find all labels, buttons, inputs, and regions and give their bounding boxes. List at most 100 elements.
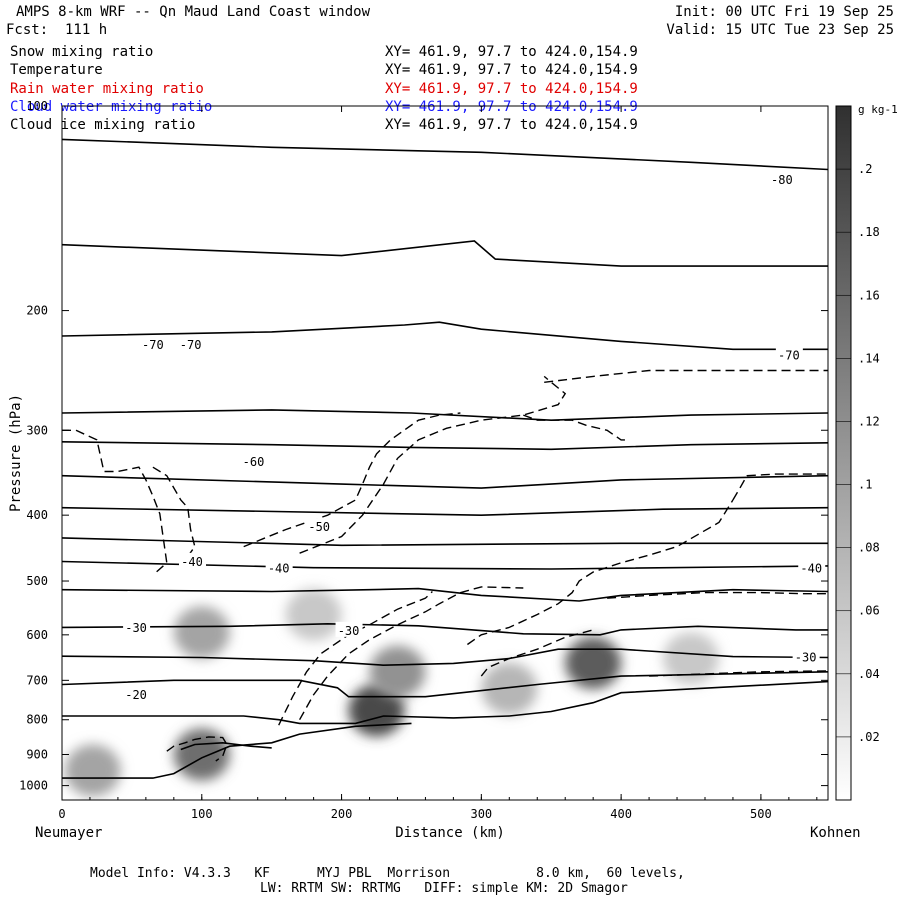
isotherm-12 — [62, 671, 828, 698]
cloud-ice-contours-layer — [62, 369, 828, 762]
y-tick-label-7: 800 — [26, 713, 48, 727]
colorbar-unit: g kg-1 — [858, 103, 898, 116]
snow-blob-3 — [369, 645, 426, 698]
y-tick-label-9: 1000 — [19, 779, 48, 793]
colorbar-tick-label-0: .02 — [858, 730, 880, 744]
y-tick-label-3: 400 — [26, 508, 48, 522]
contour-label-5: -50 — [308, 520, 330, 534]
cloud-ice-contour-4 — [523, 414, 629, 441]
isotherm-14 — [62, 722, 412, 779]
snow-blob-6 — [173, 728, 230, 781]
contour-label-bg-11 — [792, 648, 820, 664]
snow-blob-0 — [173, 606, 230, 659]
field-rain-name: Rain water mixing ratio — [10, 81, 204, 97]
snow-shading-layer — [64, 588, 720, 797]
isotherm-13 — [62, 680, 828, 725]
contour-label-12: -20 — [125, 688, 147, 702]
isotherm-3 — [62, 409, 828, 422]
isotherm-9 — [62, 587, 828, 602]
plot-frame — [61, 105, 829, 801]
x-tick-label-3: 300 — [470, 807, 492, 821]
isotherm-1 — [62, 240, 828, 267]
isotherm-7 — [62, 537, 828, 547]
contour-label-bg-4 — [240, 453, 268, 469]
contour-label-bg-12 — [123, 685, 151, 701]
colorbar-tick-label-6: .14 — [858, 351, 880, 365]
isotherm-5 — [62, 474, 828, 489]
x-axis: 0 100 200 300 400 500 — [58, 106, 818, 821]
model-info-line2: LW: RRTM SW: RRTMG DIFF: simple KM: 2D S… — [260, 881, 628, 896]
cloud-ice-contour-2 — [299, 375, 567, 554]
colorbar-tick-label-7: .16 — [858, 288, 880, 302]
field-temperature-xy: XY= 461.9, 97.7 to 424.0,154.9 — [385, 62, 638, 78]
contour-label-bg-5 — [306, 518, 334, 534]
cloud-ice-contour-9 — [480, 629, 594, 677]
contour-label-0: -80 — [771, 173, 793, 187]
isotherm-4 — [62, 441, 828, 451]
contour-label-9: -30 — [125, 621, 147, 635]
cloud-ice-contour-10 — [732, 473, 828, 501]
colorbar-tick-label-9: .2 — [858, 162, 872, 176]
contour-label-10: -30 — [338, 624, 360, 638]
init-time: Init: 00 UTC Fri 19 Sep 25 — [674, 4, 894, 20]
isotherm-10 — [62, 622, 828, 636]
cloud-ice-contour-1 — [152, 466, 196, 557]
x-tick-label-2: 200 — [331, 807, 353, 821]
field-cloudice-name: Cloud ice mixing ratio — [10, 117, 196, 133]
isotherm-15 — [180, 741, 272, 751]
field-temperature-name: Temperature — [10, 62, 103, 78]
snow-blob-7 — [64, 744, 121, 797]
temperature-isotherms-layer — [62, 138, 828, 779]
field-snow-name: Snow mixing ratio — [10, 44, 154, 60]
model-info-line1: Model Info: V4.3.3 KF MYJ PBL Morrison 8… — [90, 866, 685, 881]
y-tick-label-5: 600 — [26, 628, 48, 642]
cloud-ice-contour-5 — [544, 369, 828, 383]
colorbar-tick-label-4: .1 — [858, 478, 872, 492]
y-tick-label-2: 300 — [26, 423, 48, 437]
contour-label-11: -30 — [795, 651, 817, 665]
colorbar-gradient — [835, 105, 852, 801]
colorbar-tick-label-8: .18 — [858, 225, 880, 239]
cloud-ice-contour-11 — [607, 591, 828, 599]
cloud-ice-contour-8 — [466, 499, 734, 646]
contour-label-bg-8 — [798, 559, 826, 575]
snow-blob-5 — [663, 632, 720, 685]
contour-label-7: -40 — [268, 562, 290, 576]
contour-label-bg-9 — [123, 618, 151, 634]
x-tick-label-1: 100 — [191, 807, 213, 821]
contour-label-8: -40 — [800, 562, 822, 576]
y-tick-label-8: 900 — [26, 748, 48, 762]
isotherm-6 — [62, 506, 828, 517]
colorbar: .02 .04 .06 .08 .1 .12 .14 .16 .18 .2 g kg-1 — [835, 103, 898, 801]
colorbar-tick-label-2: .06 — [858, 604, 880, 618]
valid-time: Valid: 15 UTC Tue 23 Sep 25 — [666, 22, 894, 38]
x-tick-label-5: 500 — [750, 807, 772, 821]
x-left-endpoint-label: Neumayer — [35, 825, 102, 841]
x-tick-label-0: 0 — [58, 807, 65, 821]
y-tick-label-6: 700 — [26, 673, 48, 687]
field-snow-xy: XY= 461.9, 97.7 to 424.0,154.9 — [385, 44, 638, 60]
contour-label-bg-1 — [139, 336, 167, 352]
contour-label-bg-0 — [768, 170, 796, 186]
field-cloudwater-xy: XY= 461.9, 97.7 to 424.0,154.9 — [385, 99, 638, 115]
forecast-hour: Fcst: 111 h — [6, 22, 108, 38]
colorbar-tick-label-3: .08 — [858, 541, 880, 555]
y-tick-label-0: 100 — [26, 99, 48, 113]
contour-label-4: -60 — [243, 455, 265, 469]
contour-labels-layer: -80 -70 -70 -70 -60 -50 -40 -40 -40 -30 -30 -30 -20 — [123, 170, 826, 702]
contour-label-3: -70 — [778, 348, 800, 362]
isotherm-8 — [62, 560, 828, 570]
isotherm-2 — [62, 321, 828, 351]
x-axis-label: Distance (km) — [395, 825, 505, 841]
contour-label-6: -40 — [181, 555, 203, 569]
cloud-ice-contour-12 — [649, 670, 828, 677]
cloud-ice-contour-0 — [62, 429, 168, 576]
isotherm-0 — [62, 138, 828, 171]
contour-label-bg-6 — [178, 552, 206, 568]
contour-label-bg-7 — [265, 559, 293, 575]
field-cloudwater-name: Cloud water mixing ratio — [10, 99, 213, 115]
contour-label-bg-3 — [775, 346, 803, 362]
chart-title: AMPS 8-km WRF -- Qn Maud Land Coast wind… — [16, 4, 371, 20]
isotherm-11 — [62, 648, 828, 667]
y-axis: 100 200 300 400 500 600 700 800 900 1000 — [19, 99, 828, 793]
